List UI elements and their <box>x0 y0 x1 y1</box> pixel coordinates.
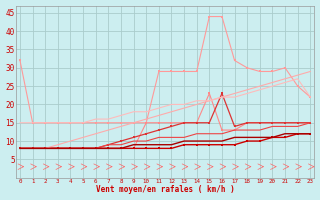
X-axis label: Vent moyen/en rafales ( km/h ): Vent moyen/en rafales ( km/h ) <box>96 185 235 194</box>
